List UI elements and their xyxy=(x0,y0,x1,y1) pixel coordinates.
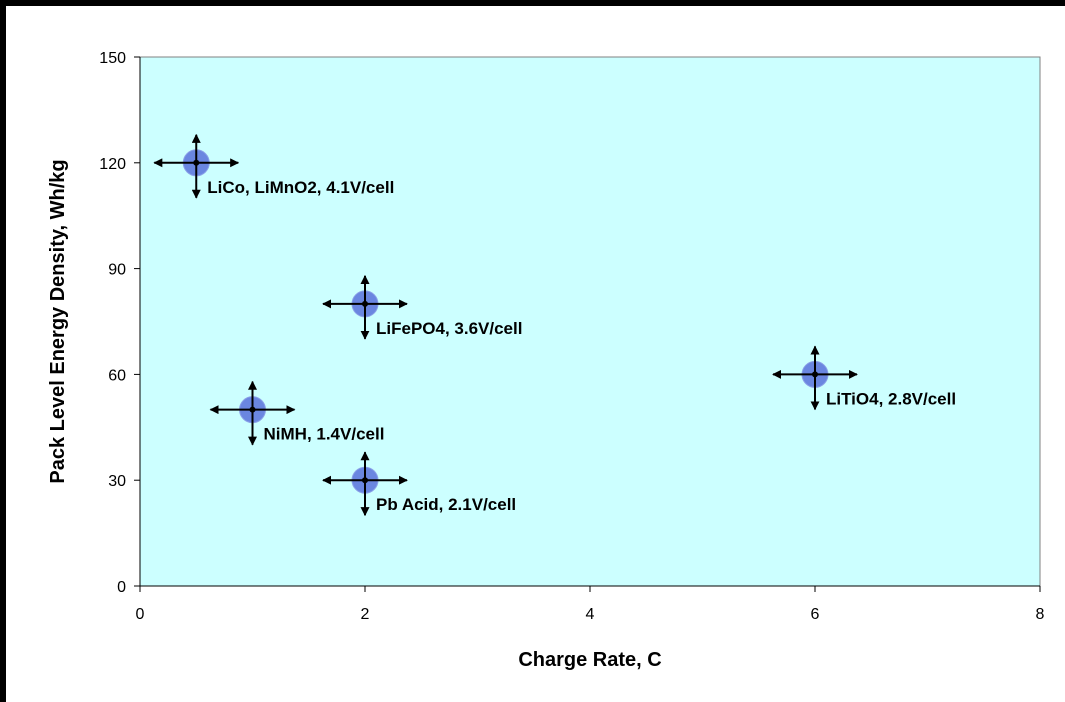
x-tick-label: 6 xyxy=(811,606,820,623)
tick-labels: 0 30 60 90 120 150 0 2 4 6 8 xyxy=(99,50,1044,623)
x-axis-label: Charge Rate, C xyxy=(518,649,661,671)
data-point-group: NiMH, 1.4V/cell xyxy=(209,380,385,446)
data-point-center xyxy=(362,477,368,484)
x-tick-label: 4 xyxy=(586,606,595,623)
y-tick-label: 150 xyxy=(99,50,126,67)
data-label: LiCo, LiMnO2, 4.1V/cell xyxy=(207,178,394,197)
data-point-center xyxy=(193,159,200,166)
y-tick-label: 90 xyxy=(108,262,126,279)
data-point-center xyxy=(362,300,368,307)
data-points: LiCo, LiMnO2, 4.1V/cell LiFePO4, 3.6V/cel… xyxy=(153,133,956,517)
data-label: Pb Acid, 2.1V/cell xyxy=(376,495,516,514)
x-tick-label: 2 xyxy=(361,606,370,623)
data-label: LiTiO4, 2.8V/cell xyxy=(826,389,956,408)
x-tick-label: 8 xyxy=(1036,606,1045,623)
data-point-group: Pb Acid, 2.1V/cell xyxy=(322,451,516,517)
y-tick-label: 120 xyxy=(99,156,126,173)
data-label: LiFePO4, 3.6V/cell xyxy=(376,319,522,338)
data-point-center xyxy=(812,371,818,378)
frame-left-border xyxy=(0,0,6,702)
y-axis-label: Pack Level Energy Density, Wh/kg xyxy=(47,159,69,483)
data-point-group: LiTiO4, 2.8V/cell xyxy=(772,345,956,411)
x-tick-label: 0 xyxy=(136,606,145,623)
data-point-group: LiCo, LiMnO2, 4.1V/cell xyxy=(153,133,394,199)
plot-area xyxy=(139,56,1041,587)
y-tick-label: 60 xyxy=(108,367,126,384)
axes xyxy=(134,56,1041,592)
frame-top-border xyxy=(0,0,1065,6)
data-label: NiMH, 1.4V/cell xyxy=(264,425,385,444)
data-point-group: LiFePO4, 3.6V/cell xyxy=(322,274,522,340)
y-tick-label: 30 xyxy=(108,473,126,490)
y-tick-label: 0 xyxy=(117,579,126,596)
data-point-center xyxy=(249,406,256,413)
